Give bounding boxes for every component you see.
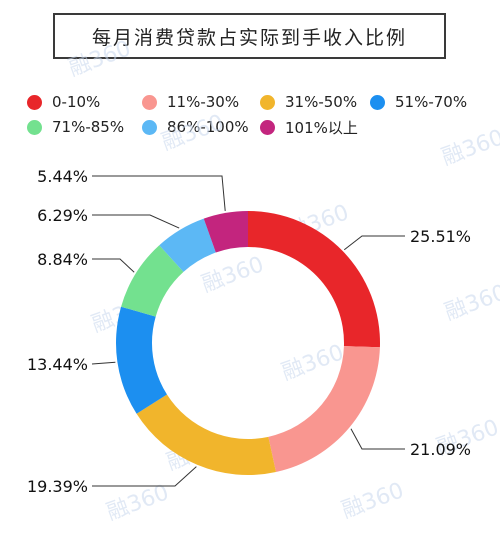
- legend-item: 101%以上: [260, 118, 358, 137]
- leader-line: [91, 361, 116, 365]
- value-labels: 25.51% 21.09% 19.39% 13.44% 8.84% 6.29% 5.44%: [27, 167, 471, 496]
- donut-slice: [203, 211, 248, 253]
- chart-title: 每月消费贷款占实际到手收入比例: [91, 26, 407, 49]
- legend-label: 101%以上: [285, 118, 358, 137]
- value-label: 5.44%: [37, 167, 88, 186]
- legend-item: 71%-85%: [27, 118, 124, 136]
- value-label: 13.44%: [27, 355, 88, 374]
- legend-label: 0-10%: [52, 93, 101, 111]
- watermark: 融360: [199, 252, 268, 297]
- leader-line: [343, 235, 405, 251]
- legend-swatch: [27, 94, 42, 110]
- value-label: 6.29%: [37, 206, 88, 225]
- legend-item: 11%-30%: [142, 93, 239, 111]
- legend-item: 0-10%: [27, 93, 100, 111]
- donut-slice: [116, 306, 167, 414]
- watermark: 融360: [159, 110, 228, 155]
- legend-label: 86%-100%: [167, 118, 249, 136]
- leader-line: [92, 466, 197, 487]
- leader-line: [92, 175, 226, 211]
- value-label: 25.51%: [410, 227, 471, 246]
- watermark: 融360: [339, 478, 408, 523]
- legend-label: 71%-85%: [52, 118, 125, 136]
- watermark: 融360: [66, 36, 135, 81]
- donut-slice: [248, 211, 380, 348]
- donut-slice: [121, 245, 184, 317]
- legend-item: 31%-50%: [260, 93, 357, 111]
- donut-slices: [116, 211, 380, 475]
- legend-label: 51%-70%: [395, 93, 468, 111]
- donut-slice: [159, 218, 216, 272]
- legend-label: 31%-50%: [285, 93, 358, 111]
- donut-slice: [136, 394, 276, 475]
- leader-line: [92, 258, 135, 273]
- value-label: 21.09%: [410, 440, 471, 459]
- chart-title-box: 每月消费贷款占实际到手收入比例: [53, 13, 446, 59]
- legend-swatch: [370, 94, 385, 110]
- legend-swatch: [142, 119, 157, 135]
- legend-item: 51%-70%: [370, 93, 467, 111]
- legend-label: 11%-30%: [167, 93, 240, 111]
- legend-swatch: [260, 94, 275, 110]
- legend-swatch: [142, 94, 157, 110]
- value-label: 8.84%: [37, 250, 88, 269]
- donut-slice: [268, 346, 380, 472]
- watermark: 融360: [442, 280, 500, 325]
- legend-swatch: [27, 119, 42, 135]
- legend-swatch: [260, 119, 275, 135]
- legend-item: 86%-100%: [142, 118, 249, 136]
- leader-line: [92, 214, 180, 229]
- watermark: 融360: [279, 340, 348, 385]
- value-label: 19.39%: [27, 477, 88, 496]
- leader-lines: [91, 175, 405, 487]
- watermark: 融360: [104, 480, 173, 525]
- leader-line: [350, 428, 405, 450]
- watermark: 融360: [439, 125, 500, 170]
